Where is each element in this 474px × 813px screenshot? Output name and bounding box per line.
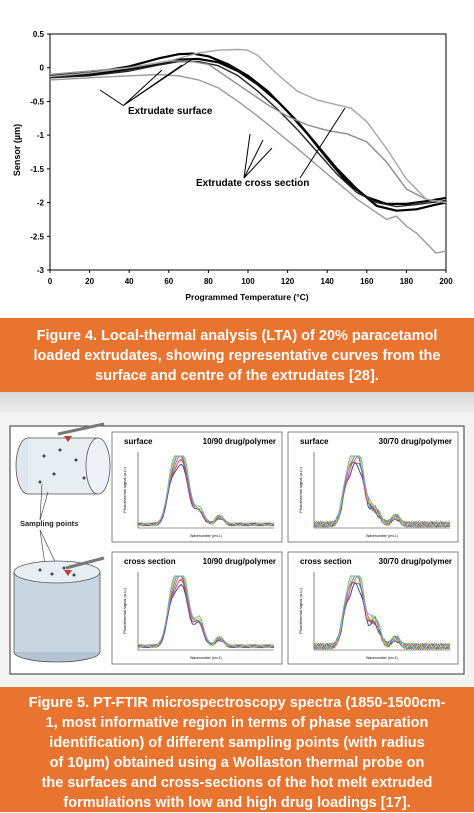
section-divider — [0, 392, 474, 412]
panel-location: cross section — [300, 557, 352, 566]
x-tick-label: 60 — [164, 277, 173, 286]
x-tick-label: 20 — [85, 277, 94, 286]
series-line-6 — [49, 48, 447, 204]
lta-chart: Sensor (µm) Programmed Temperature (°C) … — [12, 30, 453, 302]
x-tick-label: 40 — [125, 277, 134, 286]
panel-y-label: Photothermal signal (a.u.) — [122, 466, 127, 512]
x-tick-label: 0 — [48, 277, 53, 286]
caption-line: loaded extrudates, showing representativ… — [33, 348, 441, 364]
annotation-extrudate-surface: Extrudate surface — [128, 106, 213, 117]
series-line-2 — [49, 57, 447, 212]
spectra-panel-4: cross section 30/70 drug/polymer Photother… — [287, 551, 459, 665]
caption-line: surface and centre of the extrudates [28… — [95, 368, 379, 384]
panel-x-label: Wavenumber (cm-1) — [366, 656, 398, 660]
spectrum-line — [313, 575, 451, 650]
caption-line: Figure 5. PT-FTIR microspectroscopy spec… — [28, 695, 446, 711]
x-tick-label: 80 — [204, 277, 213, 286]
caption-line: formulations with low and high drug load… — [63, 795, 411, 811]
spectrum-line — [313, 455, 451, 528]
spectrum-line — [137, 455, 275, 527]
series-line-3 — [49, 60, 447, 208]
x-tick-label: 120 — [281, 277, 295, 286]
y-tick-label: -1.5 — [30, 165, 44, 174]
panel-y-label: Photothermal signal (a.u.) — [122, 587, 127, 633]
caption-line: the surfaces and cross-sections of the h… — [41, 775, 433, 791]
spectrum-line — [313, 575, 451, 650]
y-tick-label: -2 — [37, 199, 45, 208]
spectra-panel-1: surface 10/90 drug/polymer Photothermal si… — [111, 431, 283, 543]
panel-y-label: Photothermal signal (a.u.) — [298, 466, 303, 512]
figure-5-caption: Figure 5. PT-FTIR microspectroscopy spec… — [0, 687, 474, 812]
panel-composition: 10/90 drug/polymer — [203, 437, 276, 446]
x-tick-label: 140 — [321, 277, 335, 286]
y-tick-label: -0.5 — [30, 97, 44, 106]
y-axis-label: Sensor (µm) — [12, 124, 22, 176]
sampling-points-label: Sampling points — [20, 519, 78, 528]
x-tick-label: 180 — [400, 277, 414, 286]
extrudate-illustration: Sampling points — [13, 422, 111, 663]
y-tick-label: -1 — [37, 131, 45, 140]
panel-x-label: Wavenumber (cm-1) — [190, 534, 222, 538]
caption-line: Figure 4. Local-thermal analysis (LTA) o… — [36, 328, 438, 344]
spectra-panel-3: cross section 10/90 drug/polymer Photother… — [111, 551, 283, 665]
annotation-extrudate-cross-section: Extrudate cross section — [196, 178, 309, 189]
panel-y-label: Photothermal signal (a.u.) — [298, 587, 303, 633]
figure-4: Sensor (µm) Programmed Temperature (°C) … — [0, 0, 474, 318]
y-tick-label: -2.5 — [30, 232, 44, 241]
ptftir-figure: Sampling points surface 10/90 drug/polyme… — [9, 422, 465, 675]
y-tick-label: 0.5 — [33, 30, 45, 39]
panel-composition: 30/70 drug/polymer — [379, 437, 452, 446]
panel-composition: 10/90 drug/polymer — [203, 557, 276, 566]
annotation-arrows — [99, 59, 346, 179]
y-tick-label: 0 — [40, 64, 45, 73]
caption-line: 1, most informative region in terms of p… — [45, 715, 429, 731]
panel-location: cross section — [124, 557, 176, 566]
y-tick-label: -3 — [37, 266, 45, 275]
x-axis-label: Programmed Temperature (°C) — [185, 292, 308, 302]
panel-x-label: Wavenumber (cm-1) — [366, 534, 398, 538]
panel-x-label: Wavenumber (cm-1) — [190, 656, 222, 660]
series-line-5 — [49, 73, 447, 254]
caption-line: of 10µm) obtained using a Wollaston ther… — [49, 755, 425, 771]
spectrum-line — [313, 455, 451, 528]
x-tick-label: 160 — [360, 277, 374, 286]
x-tick-label: 200 — [439, 277, 453, 286]
spectrum-line — [137, 575, 275, 649]
figure-4-caption: Figure 4. Local-thermal analysis (LTA) o… — [0, 318, 474, 392]
panel-location: surface — [300, 437, 329, 446]
panel-composition: 30/70 drug/polymer — [379, 557, 452, 566]
spectra-panel-2: surface 30/70 drug/polymer Photothermal si… — [287, 431, 459, 543]
panel-location: surface — [124, 437, 153, 446]
figure-5: Sampling points surface 10/90 drug/polyme… — [0, 412, 474, 687]
caption-line: identification) of different sampling po… — [49, 735, 425, 751]
x-tick-label: 100 — [241, 277, 255, 286]
